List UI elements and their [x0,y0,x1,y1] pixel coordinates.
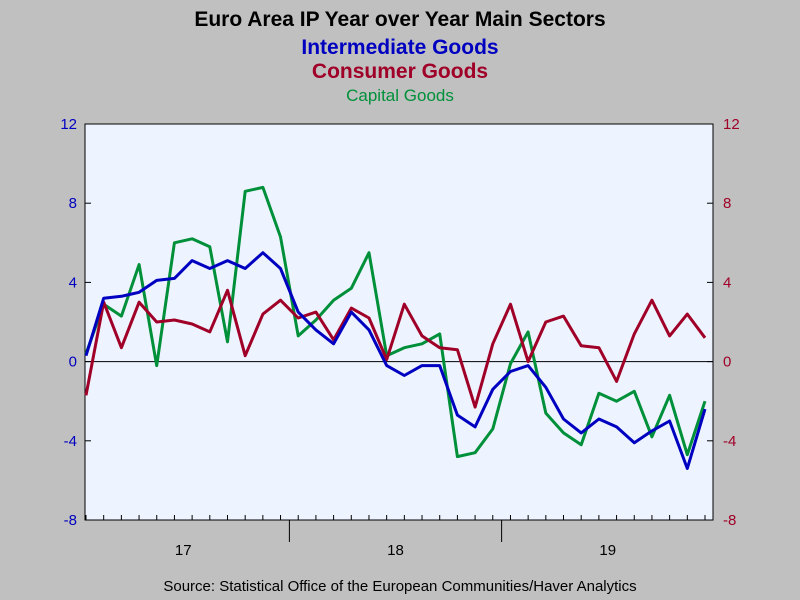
series-line-consumer-goods [84,288,707,409]
right-y-tick-label: -4 [723,433,736,450]
left-y-tick-label: -4 [64,433,77,450]
line-chart: -8 -8 -4 -4 0 0 4 4 8 8 12 12 17 18 19 [60,116,740,559]
subtitle-intermediate-goods: Intermediate Goods [301,36,499,59]
series-line-intermediate-goods [84,251,707,470]
left-y-tick-label: 8 [69,195,77,212]
series-line-capital-goods [84,185,707,459]
right-y-tick-label: 4 [723,274,731,291]
chart-title: Euro Area IP Year over Year Main Sectors [194,8,606,31]
right-y-tick-label: 0 [723,354,731,371]
left-y-tick-label: -8 [64,512,77,529]
subtitle-consumer-goods: Consumer Goods [311,60,489,83]
subtitle-capital-goods: Capital Goods [346,86,454,105]
right-y-tick-label: -8 [723,512,736,529]
left-y-tick-label: 4 [69,274,77,291]
x-tick-label: 18 [387,542,404,559]
x-tick-label: 19 [599,542,616,559]
source-note: Source: Statistical Office of the Europe… [163,578,637,595]
right-y-tick-label: 12 [723,116,740,133]
left-y-tick-label: 12 [60,116,77,133]
left-y-tick-label: 0 [69,354,77,371]
right-y-tick-label: 8 [723,195,731,212]
x-tick-label: 17 [175,542,192,559]
